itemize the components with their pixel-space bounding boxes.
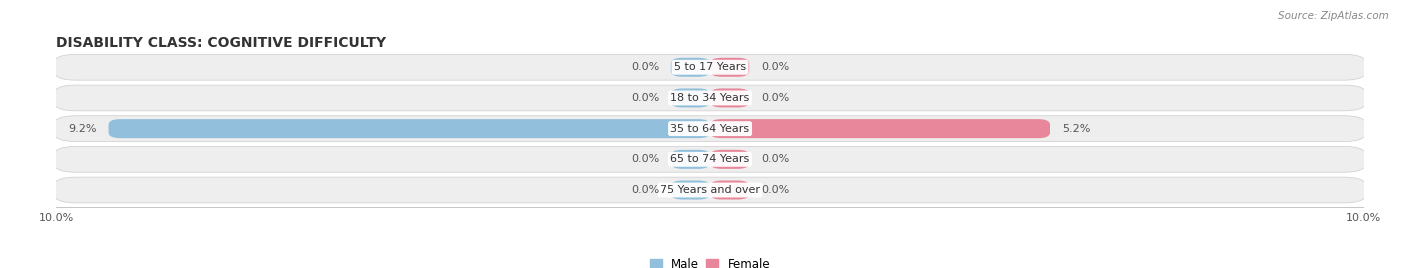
Text: Source: ZipAtlas.com: Source: ZipAtlas.com	[1278, 11, 1389, 21]
Text: 9.2%: 9.2%	[69, 124, 97, 134]
Text: 0.0%: 0.0%	[761, 154, 789, 164]
Text: 0.0%: 0.0%	[631, 154, 659, 164]
FancyBboxPatch shape	[710, 88, 749, 107]
FancyBboxPatch shape	[671, 88, 710, 107]
FancyBboxPatch shape	[710, 181, 749, 200]
Text: DISABILITY CLASS: COGNITIVE DIFFICULTY: DISABILITY CLASS: COGNITIVE DIFFICULTY	[56, 36, 387, 50]
Text: 65 to 74 Years: 65 to 74 Years	[671, 154, 749, 164]
FancyBboxPatch shape	[671, 150, 710, 169]
FancyBboxPatch shape	[710, 58, 749, 77]
FancyBboxPatch shape	[53, 54, 1367, 80]
Text: 0.0%: 0.0%	[631, 185, 659, 195]
FancyBboxPatch shape	[710, 119, 1050, 138]
Text: 0.0%: 0.0%	[761, 62, 789, 72]
FancyBboxPatch shape	[53, 85, 1367, 111]
FancyBboxPatch shape	[710, 150, 749, 169]
Text: 75 Years and over: 75 Years and over	[659, 185, 761, 195]
FancyBboxPatch shape	[108, 119, 710, 138]
Text: 5.2%: 5.2%	[1062, 124, 1090, 134]
FancyBboxPatch shape	[671, 181, 710, 200]
Text: 0.0%: 0.0%	[631, 62, 659, 72]
FancyBboxPatch shape	[53, 116, 1367, 142]
Text: 35 to 64 Years: 35 to 64 Years	[671, 124, 749, 134]
Text: 18 to 34 Years: 18 to 34 Years	[671, 93, 749, 103]
FancyBboxPatch shape	[53, 177, 1367, 203]
Legend: Male, Female: Male, Female	[650, 258, 770, 268]
Text: 0.0%: 0.0%	[761, 93, 789, 103]
Text: 0.0%: 0.0%	[761, 185, 789, 195]
FancyBboxPatch shape	[671, 58, 710, 77]
Text: 0.0%: 0.0%	[631, 93, 659, 103]
Text: 5 to 17 Years: 5 to 17 Years	[673, 62, 747, 72]
FancyBboxPatch shape	[53, 146, 1367, 172]
